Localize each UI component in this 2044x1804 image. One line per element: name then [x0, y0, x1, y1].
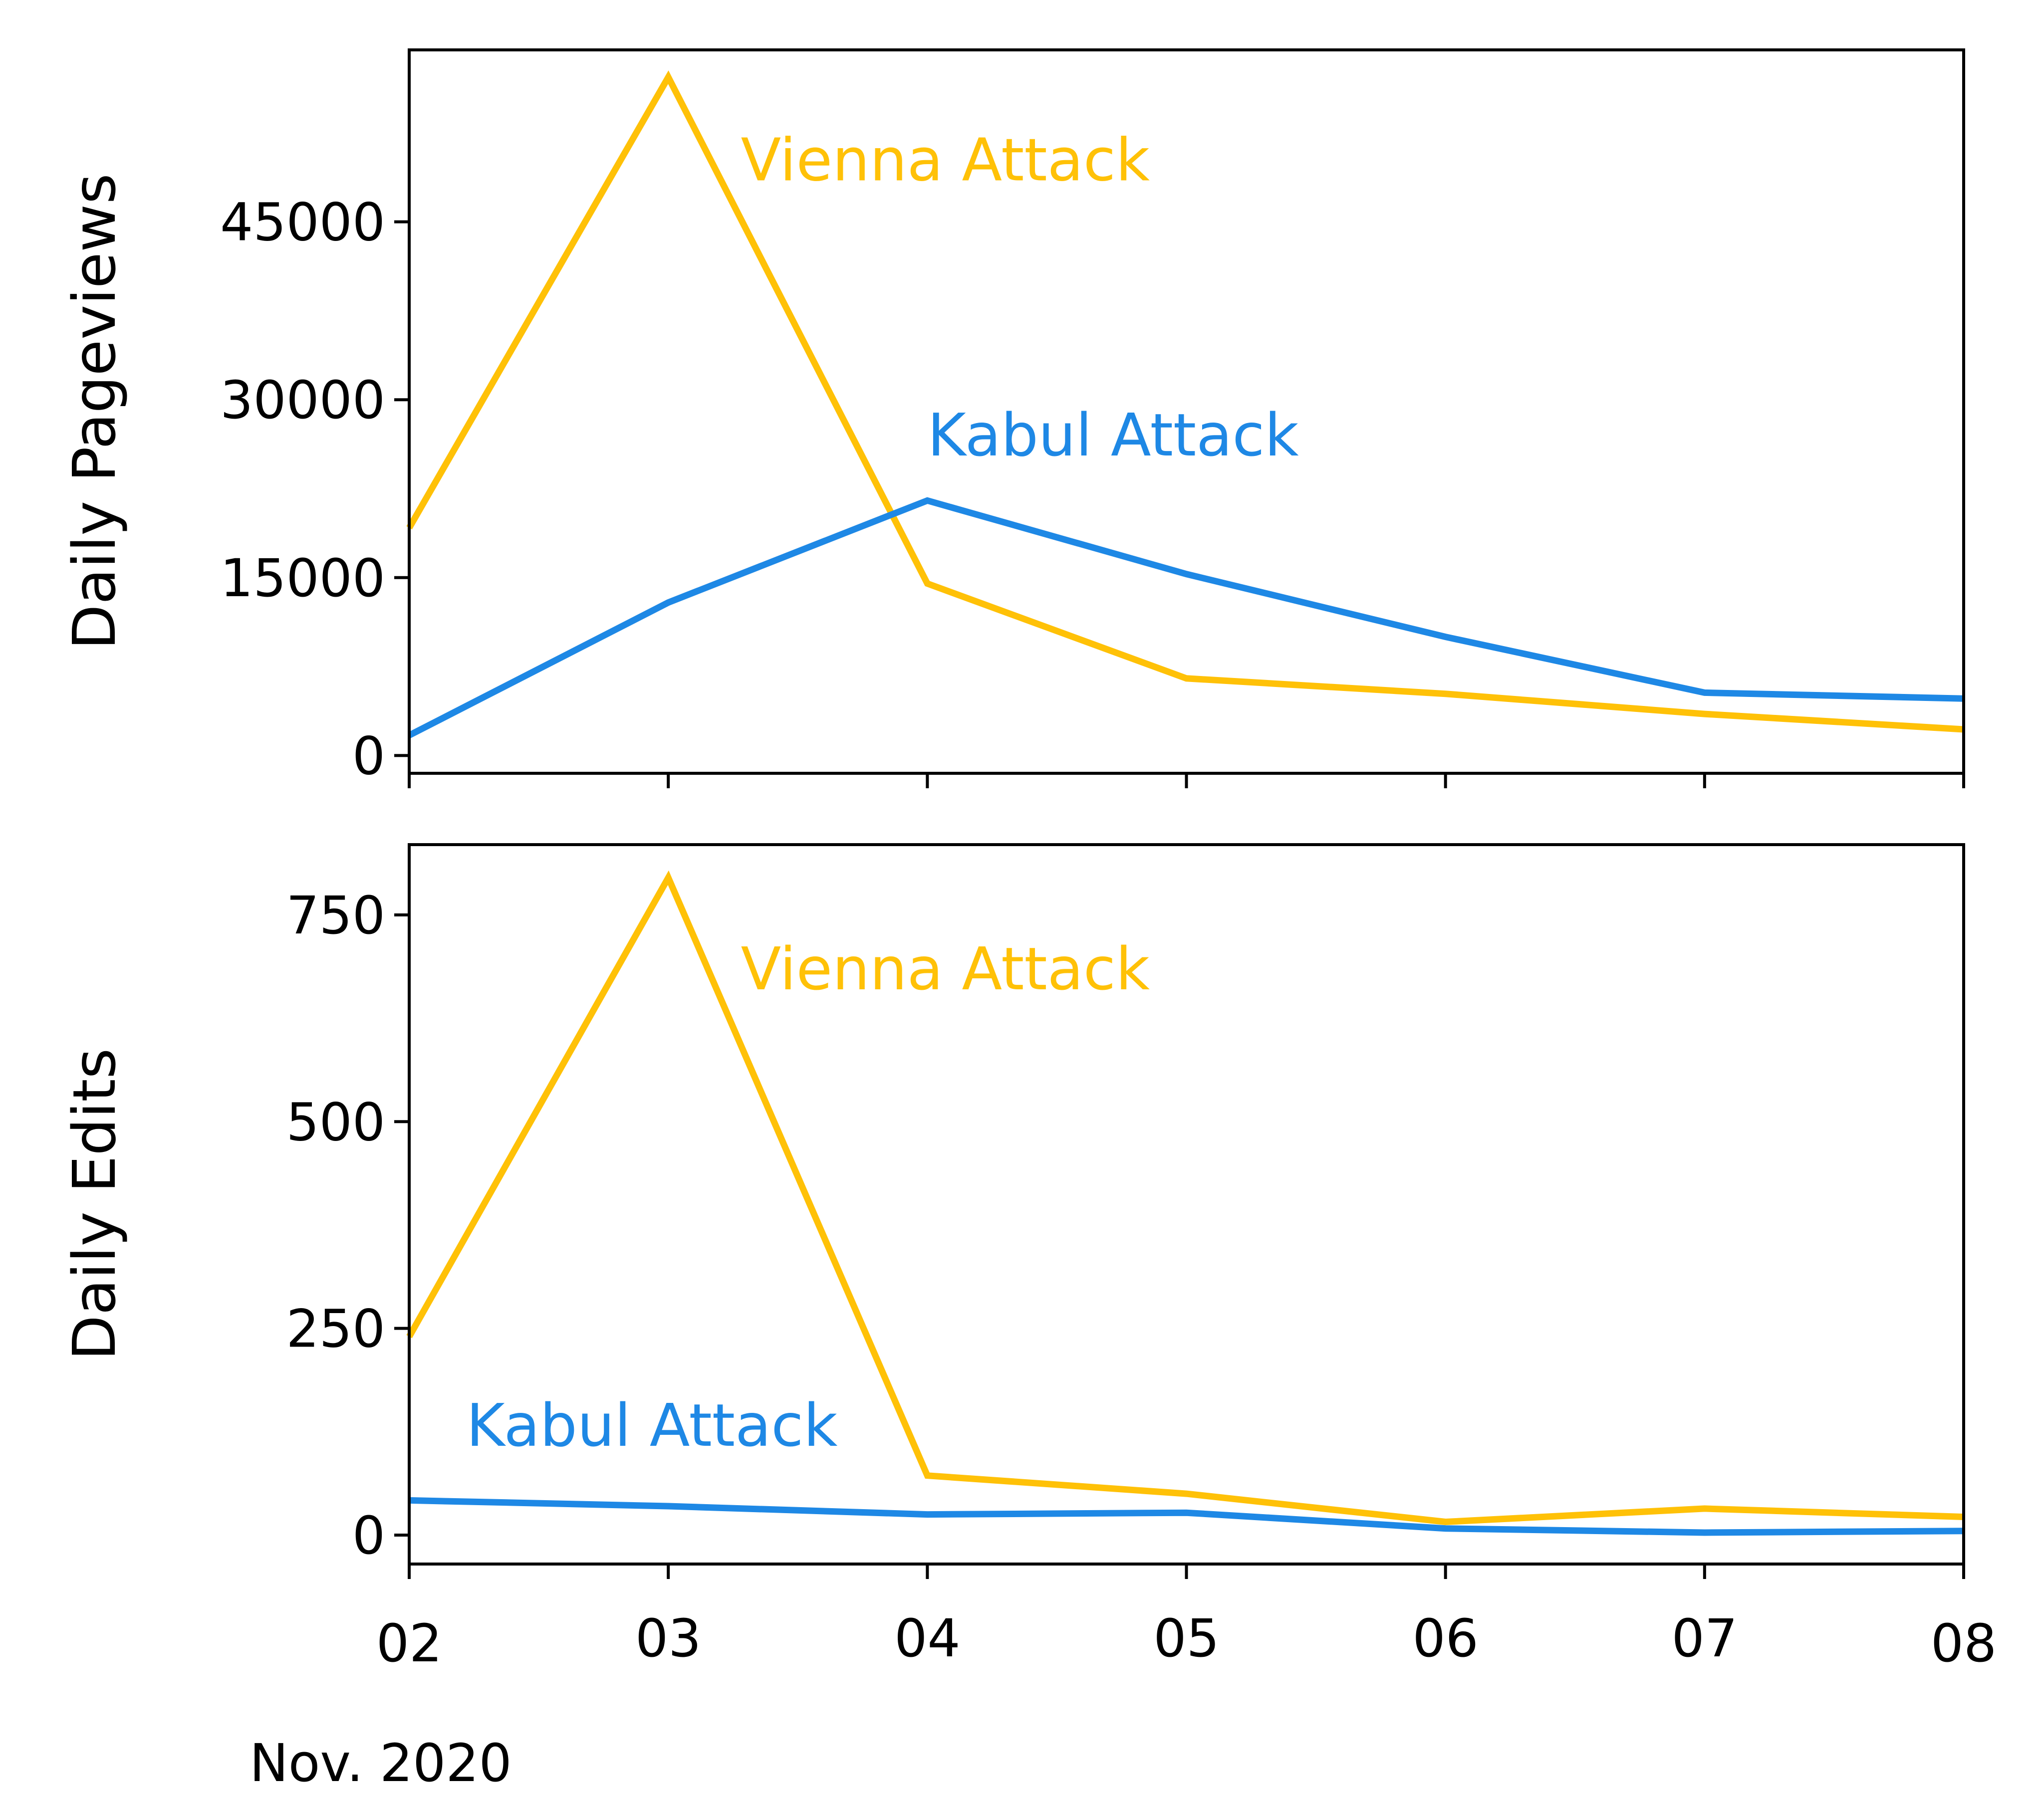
annotation-vienna-attack: Vienna Attack [741, 934, 1150, 1003]
series-line-vienna-attack [406, 70, 1964, 733]
y-tick-label: 0 [352, 725, 385, 786]
chart-panel-1: 0 15000 30000 45000 Daily Pageviews Vienna At… [60, 48, 1965, 788]
x-tick-label: 02 [376, 1613, 442, 1674]
y-axis-title: Daily Edits [60, 1048, 129, 1360]
series-line-kabul-attack [408, 497, 1964, 738]
x-tick-label: 04 [894, 1608, 960, 1669]
y-tick-label: 500 [286, 1092, 385, 1152]
annotation-kabul-attack: Kabul Attack [466, 1391, 837, 1460]
y-axis-title: Daily Pageviews [60, 174, 129, 650]
x-tick-label: 03 [635, 1608, 701, 1669]
y-tick-label: 45000 [220, 192, 385, 253]
series-line-vienna-attack [406, 870, 1964, 1526]
y-tick-label: 750 [286, 885, 385, 946]
y-tick-label: 0 [352, 1505, 385, 1566]
y-tick-label: 15000 [220, 548, 385, 609]
x-tick-label: 07 [1672, 1608, 1738, 1669]
x-tick-label: 08 [1931, 1613, 1997, 1674]
x-axis-date-label: Nov. 2020 [250, 1733, 512, 1794]
x-tick-label: 06 [1412, 1608, 1478, 1669]
chart-panel-2: 0 250 500 750 02 03 04 05 06 07 08 Daily Edits Nov. … [60, 843, 1997, 1794]
x-tick-label: 05 [1153, 1608, 1219, 1669]
annotation-kabul-attack: Kabul Attack [927, 401, 1298, 469]
series-line-kabul-attack [409, 1497, 1964, 1536]
annotation-vienna-attack: Vienna Attack [741, 125, 1150, 194]
y-tick-label: 250 [286, 1299, 385, 1359]
y-tick-label: 30000 [220, 370, 385, 431]
